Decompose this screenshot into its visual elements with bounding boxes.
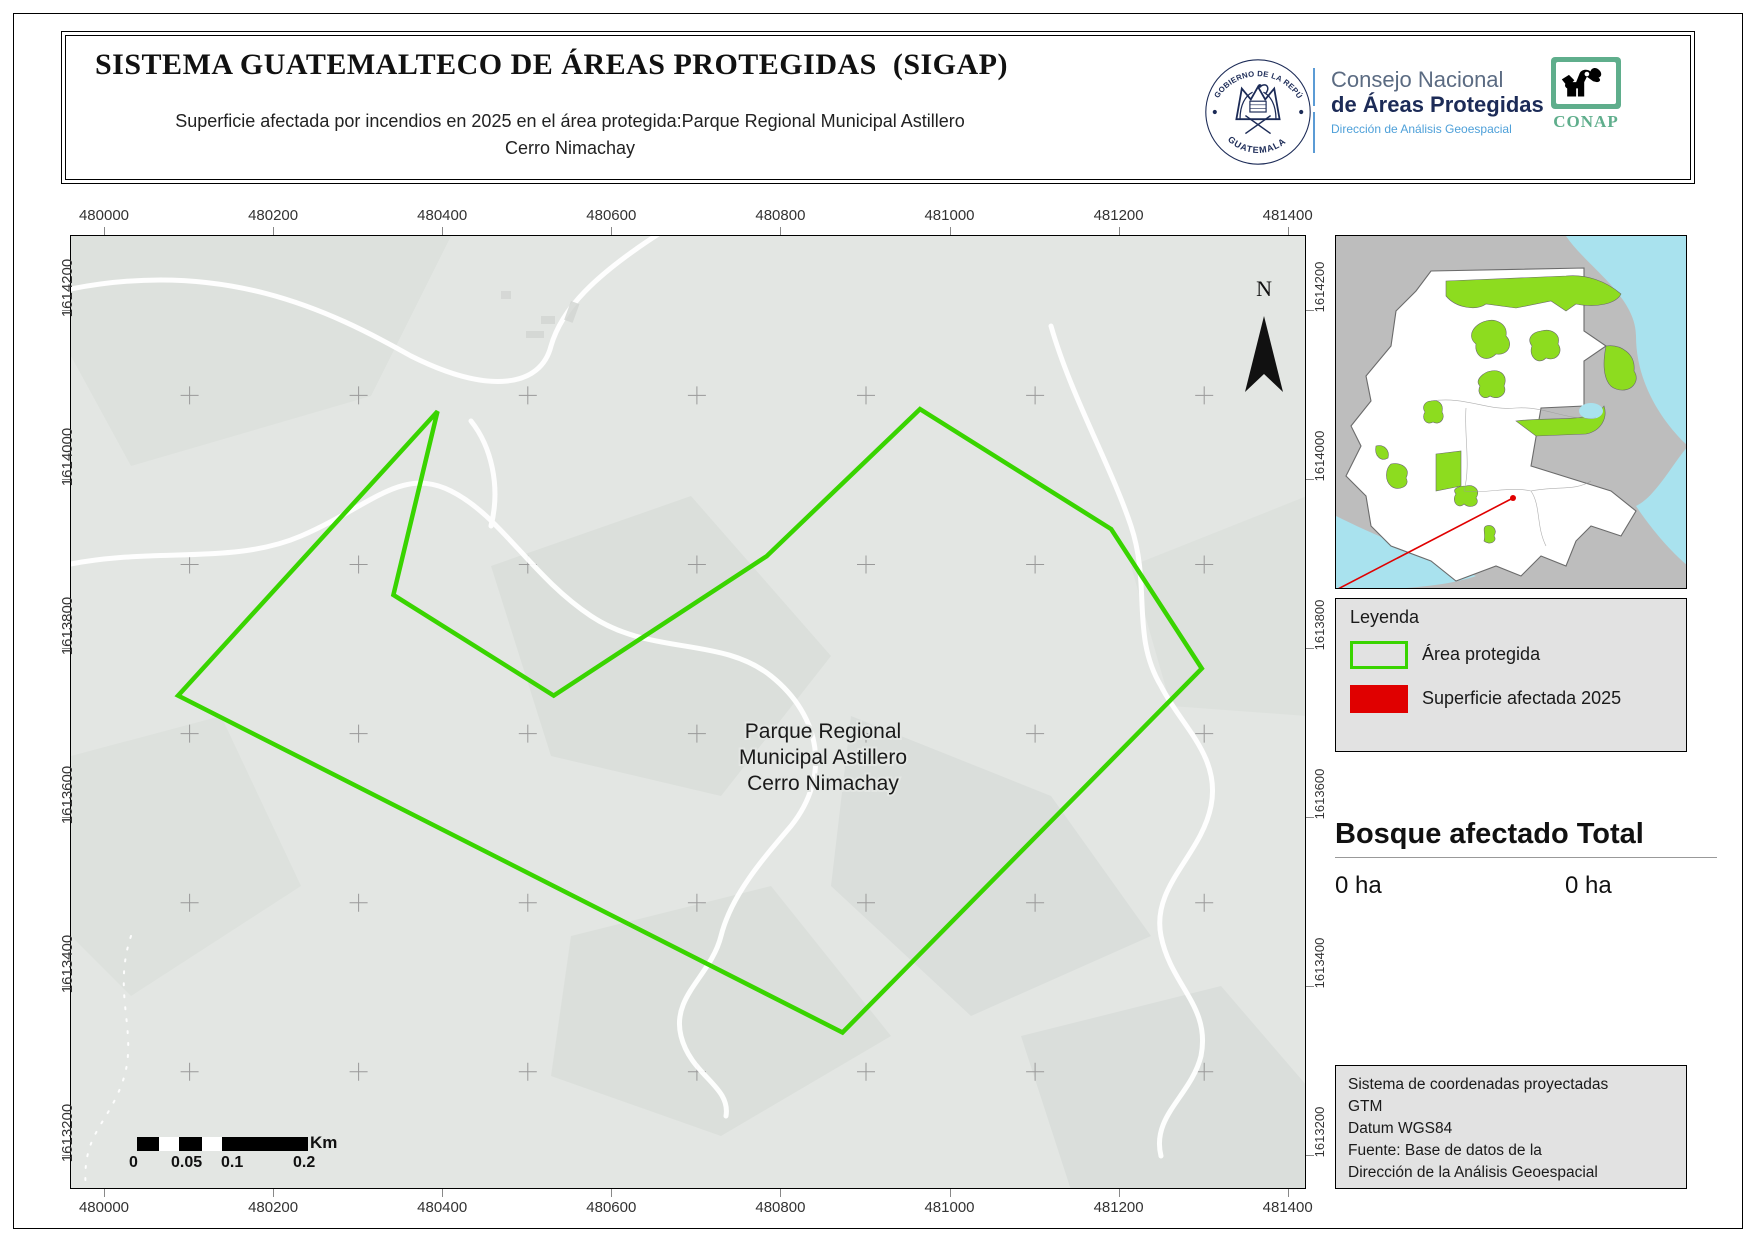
svg-text:Municipal Astillero: Municipal Astillero xyxy=(739,746,907,769)
svg-text:GUATEMALA: GUATEMALA xyxy=(1226,134,1288,155)
svg-text:Cerro Nimachay: Cerro Nimachay xyxy=(747,772,899,795)
svg-text:Parque Regional: Parque Regional xyxy=(745,720,901,743)
svg-text:N: N xyxy=(1256,276,1272,301)
